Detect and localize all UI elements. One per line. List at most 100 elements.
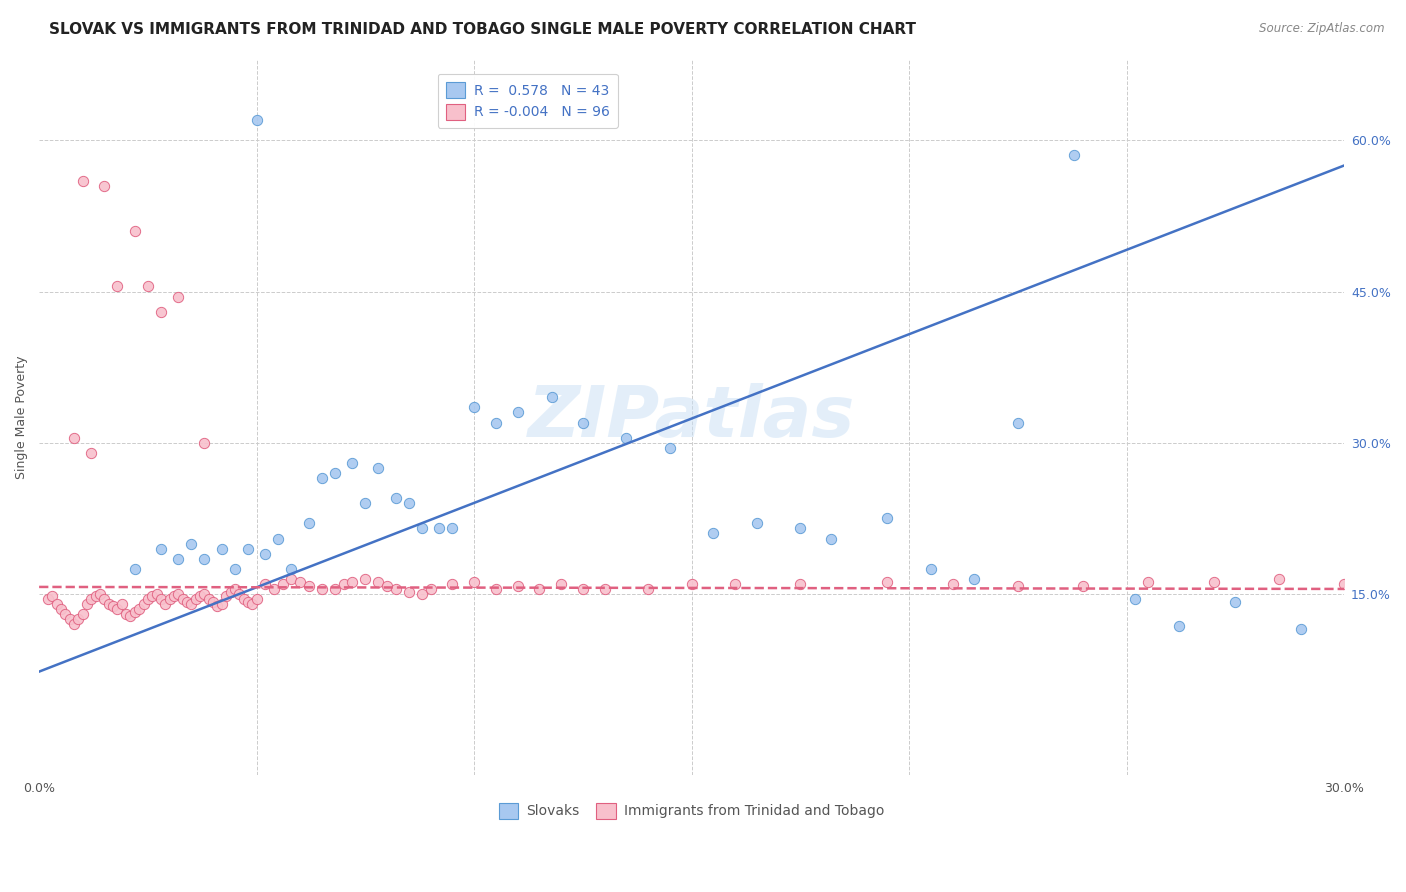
Point	[193, 587, 215, 601]
Point	[254, 547, 277, 561]
Point	[236, 541, 259, 556]
Point	[115, 607, 138, 622]
Point	[920, 562, 942, 576]
Point	[1063, 148, 1085, 162]
Point	[120, 609, 142, 624]
Point	[267, 532, 290, 546]
Point	[342, 456, 364, 470]
Point	[67, 612, 90, 626]
Point	[167, 289, 190, 303]
Point	[80, 592, 103, 607]
Point	[942, 577, 965, 591]
Point	[876, 511, 898, 525]
Point	[398, 585, 420, 599]
Point	[145, 587, 167, 601]
Point	[211, 597, 233, 611]
Point	[246, 592, 269, 607]
Point	[506, 579, 529, 593]
Point	[1268, 572, 1291, 586]
Point	[745, 516, 768, 531]
Point	[124, 562, 146, 576]
Point	[963, 572, 986, 586]
Point	[167, 587, 190, 601]
Point	[136, 279, 159, 293]
Point	[427, 521, 450, 535]
Point	[211, 541, 233, 556]
Point	[136, 592, 159, 607]
Point	[176, 595, 198, 609]
Point	[1137, 574, 1160, 589]
Point	[141, 589, 163, 603]
Point	[789, 577, 811, 591]
Point	[72, 607, 94, 622]
Point	[298, 516, 321, 531]
Point	[367, 574, 389, 589]
Point	[37, 592, 59, 607]
Point	[41, 589, 63, 603]
Point	[298, 579, 321, 593]
Point	[240, 597, 263, 611]
Point	[228, 587, 250, 601]
Point	[180, 597, 202, 611]
Point	[188, 589, 211, 603]
Point	[263, 582, 285, 596]
Point	[101, 599, 124, 613]
Point	[124, 605, 146, 619]
Point	[332, 577, 354, 591]
Point	[485, 416, 508, 430]
Point	[411, 587, 433, 601]
Point	[93, 592, 115, 607]
Point	[280, 562, 302, 576]
Point	[197, 592, 219, 607]
Text: Source: ZipAtlas.com: Source: ZipAtlas.com	[1260, 22, 1385, 36]
Text: ZIPatlas: ZIPatlas	[529, 383, 855, 452]
Point	[1333, 577, 1355, 591]
Point	[193, 551, 215, 566]
Point	[375, 579, 398, 593]
Point	[1225, 595, 1247, 609]
Point	[529, 582, 551, 596]
Point	[84, 589, 107, 603]
Point	[45, 597, 67, 611]
Y-axis label: Single Male Poverty: Single Male Poverty	[15, 356, 28, 479]
Point	[637, 582, 659, 596]
Point	[207, 599, 229, 613]
Point	[236, 595, 259, 609]
Point	[149, 304, 172, 318]
Point	[1202, 574, 1225, 589]
Point	[311, 471, 333, 485]
Point	[76, 597, 98, 611]
Point	[658, 441, 681, 455]
Legend: Slovaks, Immigrants from Trinidad and Tobago: Slovaks, Immigrants from Trinidad and To…	[492, 796, 891, 826]
Point	[193, 435, 215, 450]
Point	[155, 597, 177, 611]
Point	[411, 521, 433, 535]
Point	[541, 390, 564, 404]
Point	[323, 466, 346, 480]
Point	[485, 582, 508, 596]
Point	[224, 562, 246, 576]
Point	[789, 521, 811, 535]
Point	[149, 592, 172, 607]
Point	[506, 405, 529, 419]
Point	[385, 491, 408, 506]
Point	[463, 401, 485, 415]
Point	[1071, 579, 1094, 593]
Point	[184, 592, 207, 607]
Point	[107, 279, 129, 293]
Point	[53, 607, 76, 622]
Point	[1007, 416, 1029, 430]
Point	[616, 431, 638, 445]
Point	[271, 577, 294, 591]
Point	[1007, 579, 1029, 593]
Point	[280, 572, 302, 586]
Point	[398, 496, 420, 510]
Point	[215, 589, 238, 603]
Point	[163, 589, 186, 603]
Point	[367, 461, 389, 475]
Text: SLOVAK VS IMMIGRANTS FROM TRINIDAD AND TOBAGO SINGLE MALE POVERTY CORRELATION CH: SLOVAK VS IMMIGRANTS FROM TRINIDAD AND T…	[49, 22, 917, 37]
Point	[385, 582, 408, 596]
Point	[323, 582, 346, 596]
Point	[224, 582, 246, 596]
Point	[72, 173, 94, 187]
